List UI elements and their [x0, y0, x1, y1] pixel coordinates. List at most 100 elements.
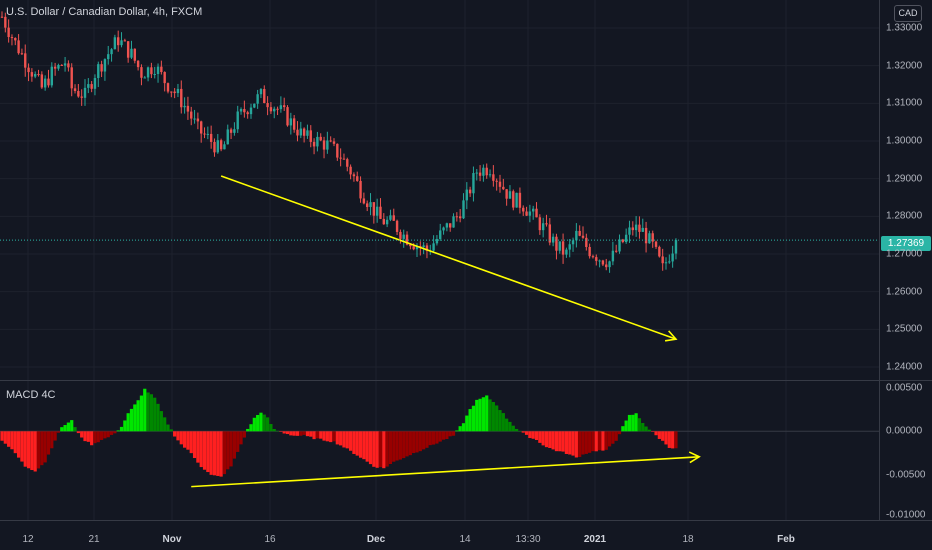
candle-body	[495, 180, 498, 182]
candle-body	[439, 230, 442, 239]
candle-body	[671, 253, 674, 262]
candle-body	[97, 64, 100, 79]
macd-bar	[614, 431, 618, 441]
macd-bar	[554, 431, 559, 452]
candle-body	[518, 192, 522, 208]
macd-indicator-title[interactable]: MACD 4C	[6, 389, 56, 401]
macd-bar	[345, 431, 349, 449]
candle-body	[110, 49, 113, 55]
macd-bar	[432, 431, 436, 445]
macd-bar	[242, 431, 246, 438]
candle-body	[10, 37, 14, 39]
candle-body	[90, 84, 93, 89]
macd-bar	[272, 428, 276, 432]
candle-body	[87, 84, 90, 88]
macd-bar	[23, 431, 27, 467]
macd-bar	[139, 395, 144, 432]
candle-body	[634, 224, 638, 231]
macd-bar	[262, 414, 266, 432]
candle-body	[515, 192, 518, 208]
candle-body	[0, 16, 4, 18]
candle-body	[160, 66, 163, 73]
candle-body	[243, 109, 246, 113]
candle-body	[668, 261, 671, 263]
candle-body	[133, 48, 136, 61]
candle-body	[83, 87, 87, 98]
candle-body	[452, 216, 455, 228]
candle-body	[37, 74, 40, 76]
macd-bar	[398, 431, 402, 460]
candle-body	[432, 243, 435, 251]
macd-bar	[53, 431, 57, 441]
candle-body	[332, 141, 336, 144]
price-tick-label: 1.29000	[886, 173, 923, 185]
macd-bar	[169, 429, 173, 432]
candle-body	[488, 174, 492, 176]
macd-bar	[471, 405, 476, 432]
time-tick-feb: Feb	[777, 534, 795, 545]
macd-bar	[657, 431, 661, 439]
candlestick-series	[0, 11, 678, 273]
candle-body	[585, 237, 588, 247]
candle-body	[389, 215, 392, 220]
candle-body	[279, 105, 283, 110]
macd-bar	[119, 426, 124, 432]
macd-bar	[30, 431, 34, 471]
candle-body	[126, 41, 130, 58]
macd-bar	[654, 431, 658, 436]
time-tick-dec: Dec	[366, 534, 386, 545]
candle-body	[472, 173, 475, 194]
macd-bar	[455, 430, 459, 432]
macd-bar	[332, 431, 336, 442]
candle-body	[375, 206, 379, 216]
macd-bar	[568, 431, 572, 455]
macd-bar	[495, 405, 499, 432]
macd-bar	[56, 431, 61, 433]
candle-body	[578, 230, 581, 236]
macd-bar	[518, 430, 522, 432]
price-trend-arrow[interactable]	[220, 175, 678, 342]
macd-bar	[392, 431, 396, 462]
macd-bar	[574, 431, 578, 458]
currency-unit-badge[interactable]: CAD	[894, 5, 922, 22]
macd-bar	[73, 427, 77, 432]
candle-body	[412, 246, 415, 250]
macd-bar	[481, 397, 485, 432]
pane-separator[interactable]	[0, 380, 932, 381]
time-tick-2021: 2021	[583, 534, 607, 545]
candle-body	[117, 37, 120, 46]
macd-bar	[412, 431, 416, 454]
macd-histogram-series	[0, 388, 880, 477]
macd-bar	[163, 417, 167, 432]
macd-bar	[551, 431, 555, 450]
candle-body	[130, 48, 133, 58]
candle-body	[369, 202, 372, 207]
candle-body	[595, 257, 598, 261]
macd-bar	[604, 431, 608, 450]
macd-bar	[674, 431, 678, 449]
candle-body	[402, 234, 405, 239]
macd-bar	[425, 431, 429, 448]
candle-body	[203, 133, 206, 135]
time-axis[interactable]	[0, 520, 880, 550]
symbol-title[interactable]: U.S. Dollar / Canadian Dollar, 4h, FXCM	[6, 6, 203, 18]
candle-body	[170, 91, 173, 93]
candle-body	[525, 211, 528, 216]
price-tick-label: 1.26000	[886, 286, 923, 298]
candle-body	[644, 227, 648, 244]
candle-body	[180, 88, 183, 108]
macd-bar	[501, 413, 505, 432]
macd-bar	[491, 401, 495, 432]
candle-body	[80, 96, 83, 98]
price-tick-label: 1.27000	[886, 248, 923, 260]
macd-tick-label: -0.01000	[886, 509, 926, 521]
candle-body	[492, 174, 495, 181]
macd-bar	[100, 431, 104, 440]
candle-body	[196, 118, 200, 122]
price-axis[interactable]	[880, 0, 932, 520]
candle-body	[289, 118, 293, 126]
macd-bar	[385, 431, 389, 467]
candle-body	[14, 37, 17, 41]
macd-trend-arrow[interactable]	[191, 451, 701, 488]
